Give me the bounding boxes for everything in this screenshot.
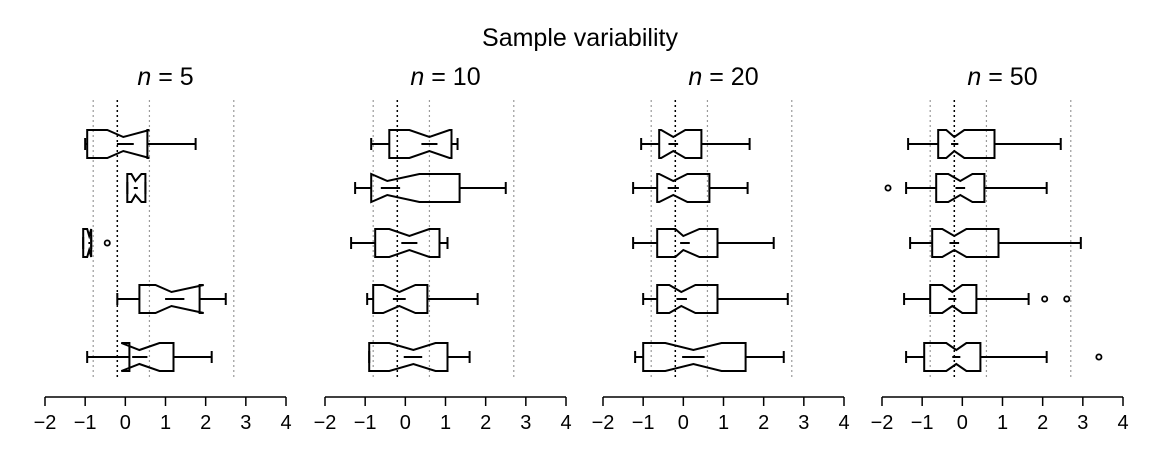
box-1 [370,129,459,159]
box-3 [909,228,1082,258]
box-2 [126,173,147,203]
x-tick-label: 4 [838,412,849,434]
notched-box [656,228,719,258]
x-tick-label: 3 [240,412,251,434]
notched-box [126,173,147,203]
outlier-point [1063,295,1071,303]
panel-title-value: = 5 [151,63,193,91]
x-tick-label: 2 [200,412,211,434]
notched-box [82,228,93,258]
outlier-point [1095,353,1103,361]
x-tick-label: 3 [798,412,809,434]
x-tick-label: 1 [440,412,451,434]
x-tick-label: 4 [1117,412,1128,434]
x-axis: −2 −1 0 1 2 3 4 [34,396,292,434]
notched-box [642,342,747,372]
x-tick-label: 3 [520,412,531,434]
box-1 [84,129,197,159]
box-3 [632,228,775,258]
x-tick-label: 0 [400,412,411,434]
x-tick-label: −2 [314,412,337,434]
x-tick-label: −2 [592,412,615,434]
notched-box [388,129,453,159]
x-tick-label: −2 [34,412,57,434]
panel-4: n = 50 −2 −1 0 1 2 3 4 [871,63,1129,434]
x-axis: −2 −1 0 1 2 3 4 [592,396,850,434]
panel-3: n = 20 −2 −1 0 1 2 3 4 [592,63,850,434]
x-tick-label: −1 [354,412,377,434]
notched-box [656,173,711,203]
notched-box [372,284,429,314]
panel-title-value: = 10 [424,63,480,91]
panel-title-symbol: n [137,63,151,91]
x-tick-label: 2 [480,412,491,434]
box-4 [116,284,227,314]
notched-box [656,284,719,314]
box-3 [350,228,449,258]
panel-title-symbol: n [688,63,702,91]
outlier-point [103,239,111,247]
x-tick-label: −1 [632,412,655,434]
outlier-point [1041,295,1049,303]
panel-title-value: = 50 [981,63,1037,91]
x-tick-label: 3 [1077,412,1088,434]
notched-box [374,228,441,258]
box-2 [354,172,507,204]
notched-box [370,172,461,204]
box-2 [884,173,1048,203]
x-axis: −2 −1 0 1 2 3 4 [314,396,572,434]
box-5 [905,342,1103,372]
x-tick-label: 0 [678,412,689,434]
box-3 [82,228,111,258]
panel-title-symbol: n [967,63,981,91]
notched-box [931,228,1000,258]
x-axis: −2 −1 0 1 2 3 4 [871,396,1129,434]
panel-title: n = 20 [688,63,758,91]
x-tick-label: 1 [718,412,729,434]
x-tick-label: −1 [911,412,934,434]
box-4 [642,284,789,314]
chart-title: Sample variability [482,24,678,52]
x-tick-label: −1 [74,412,97,434]
panel-title: n = 10 [410,63,480,91]
x-tick-label: 2 [1037,412,1048,434]
box-2 [632,173,749,203]
box-5 [634,342,785,372]
box-4 [903,284,1071,314]
box-5 [86,342,213,372]
box-1 [907,129,1062,159]
box-1 [640,129,751,159]
x-tick-label: −2 [871,412,894,434]
notched-box [929,284,978,314]
x-tick-label: 4 [560,412,571,434]
panel-title: n = 50 [967,63,1037,91]
panel-title-symbol: n [410,63,424,91]
panel-title-value: = 20 [702,63,758,91]
notched-box [935,173,986,203]
x-tick-label: 1 [997,412,1008,434]
box-5 [368,342,471,372]
notched-box [923,342,982,372]
panel-1: n = 5 −2 −1 0 1 2 3 4 [34,63,292,434]
notched-box [86,129,150,159]
outlier-point [884,184,892,192]
panel-title: n = 5 [137,63,193,91]
box-4 [366,284,479,314]
notched-box [937,129,996,159]
notched-box [368,342,449,372]
panel-2: n = 10 −2 −1 0 1 2 3 4 [314,63,572,434]
x-tick-label: 1 [160,412,171,434]
x-tick-label: 4 [280,412,291,434]
x-tick-label: 2 [758,412,769,434]
notched-box [658,129,703,159]
notched-box [120,342,175,372]
x-tick-label: 0 [957,412,968,434]
notched-box [138,284,204,314]
x-tick-label: 0 [120,412,131,434]
